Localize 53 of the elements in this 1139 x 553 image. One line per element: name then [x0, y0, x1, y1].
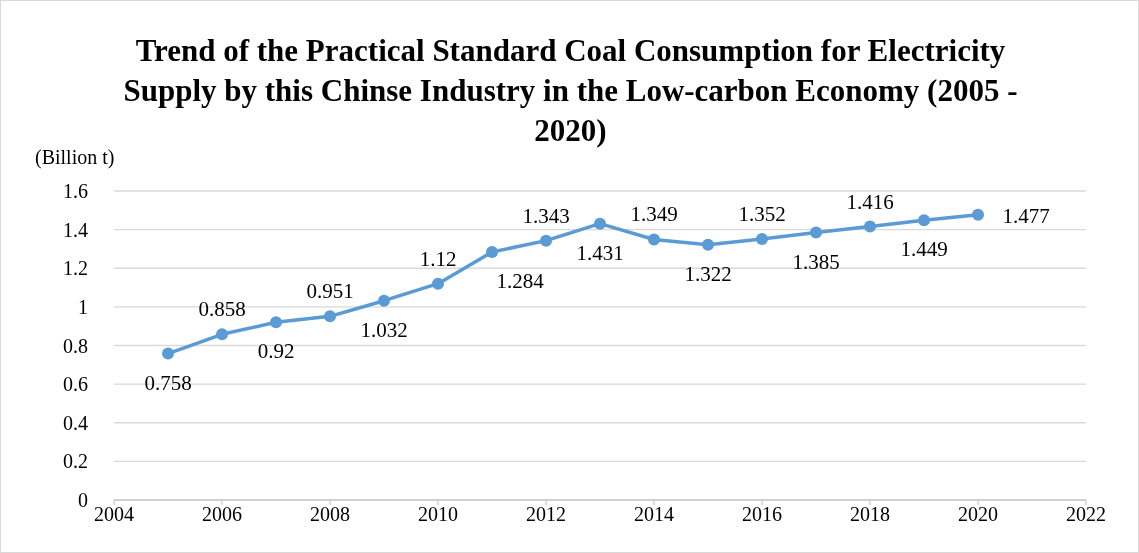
data-label: 1.385 [792, 249, 840, 274]
y-tick-label: 0.2 [63, 450, 88, 473]
y-tick-label: 0 [78, 489, 88, 512]
point [324, 310, 336, 323]
x-tick-label: 2022 [1066, 503, 1106, 526]
point [702, 238, 714, 251]
x-tick-label: 2014 [634, 503, 674, 526]
data-label: 1.12 [419, 246, 457, 271]
data-label: 1.352 [738, 201, 786, 226]
chart-title: Trend of the Practical Standard Coal Consumption for Electricity Supply by this Chinse Industry in the Low-carbon Economy (2005 - 2020) [122, 32, 1019, 150]
y-tick-label: 1.6 [63, 180, 88, 203]
y-tick-label: 1.2 [63, 257, 88, 280]
y-tick-label: 1.4 [63, 218, 88, 241]
y-tick-label: 0.6 [63, 373, 88, 396]
data-label: 0.92 [257, 339, 295, 364]
point [756, 232, 768, 245]
data-label: 1.343 [522, 203, 570, 228]
x-tick-label: 2004 [94, 503, 134, 526]
x-tick-label: 2012 [526, 503, 566, 526]
point [810, 226, 822, 239]
x-tick-label: 2010 [418, 503, 458, 526]
point [972, 208, 984, 221]
x-tick-label: 2016 [742, 503, 782, 526]
point [216, 328, 228, 341]
data-label: 1.431 [576, 240, 624, 265]
data-label: 1.284 [496, 269, 545, 294]
point [918, 214, 930, 227]
data-label: 1.322 [684, 261, 732, 286]
point [864, 220, 876, 233]
data-label: 1.449 [900, 237, 948, 262]
data-label: 0.758 [144, 370, 192, 395]
point [378, 294, 390, 307]
point [540, 234, 552, 247]
y-tick-label: 0.8 [63, 334, 88, 357]
data-label: 1.416 [846, 189, 894, 214]
x-tick-label: 2006 [202, 503, 242, 526]
y-tick-label: 1 [78, 295, 88, 318]
point [486, 246, 498, 259]
point [432, 277, 444, 290]
x-tick-label: 2018 [850, 503, 890, 526]
point [648, 233, 660, 246]
point [270, 316, 282, 329]
point [162, 347, 174, 360]
data-label: 1.349 [630, 202, 678, 227]
point [594, 217, 606, 230]
y-axis-title: (Billion t) [35, 146, 115, 169]
x-tick-label: 2008 [310, 503, 350, 526]
x-tick-label: 2020 [958, 503, 998, 526]
data-label: 0.858 [198, 297, 246, 322]
data-label: 1.477 [1002, 203, 1050, 228]
y-tick-label: 0.4 [63, 411, 88, 434]
data-label: 0.951 [306, 279, 354, 304]
data-label: 1.032 [360, 317, 408, 342]
